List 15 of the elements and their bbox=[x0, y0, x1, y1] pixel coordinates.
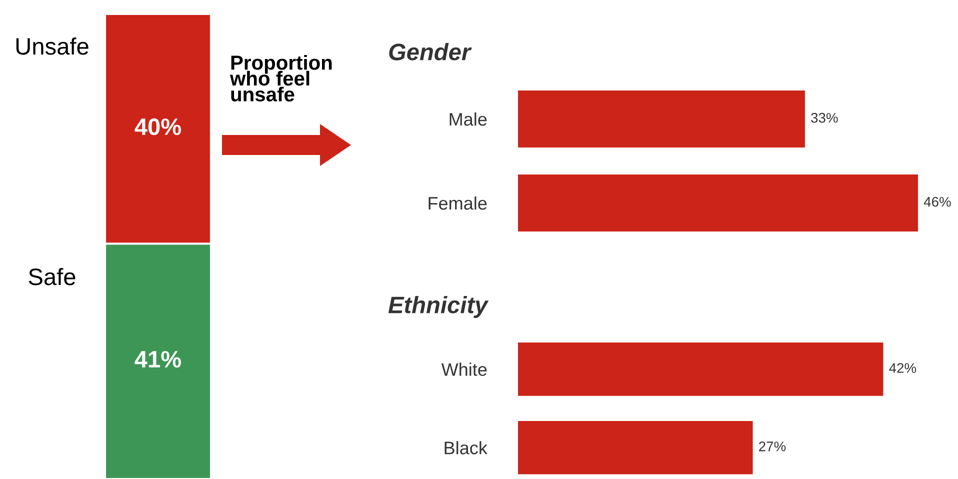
series-label: Safe bbox=[28, 268, 76, 286]
chart-title: Ethnicity bbox=[388, 296, 489, 318]
data-label: 41% bbox=[134, 350, 182, 368]
data-label: 33% bbox=[811, 112, 838, 123]
data-label: 42% bbox=[889, 363, 916, 373]
y-tick-label: Male bbox=[450, 112, 487, 126]
data-label: 46% bbox=[924, 196, 951, 207]
text: Proportion who feel unsafe bbox=[230, 55, 332, 102]
y-tick-label: Female bbox=[428, 196, 487, 210]
y-tick-label: Black bbox=[444, 441, 488, 454]
y-tick-label: White bbox=[441, 362, 487, 376]
series-label: Unsafe bbox=[16, 37, 88, 55]
chart-title: Gender bbox=[389, 42, 472, 60]
data-label: 27% bbox=[759, 442, 786, 452]
data-label: 40% bbox=[134, 118, 182, 136]
